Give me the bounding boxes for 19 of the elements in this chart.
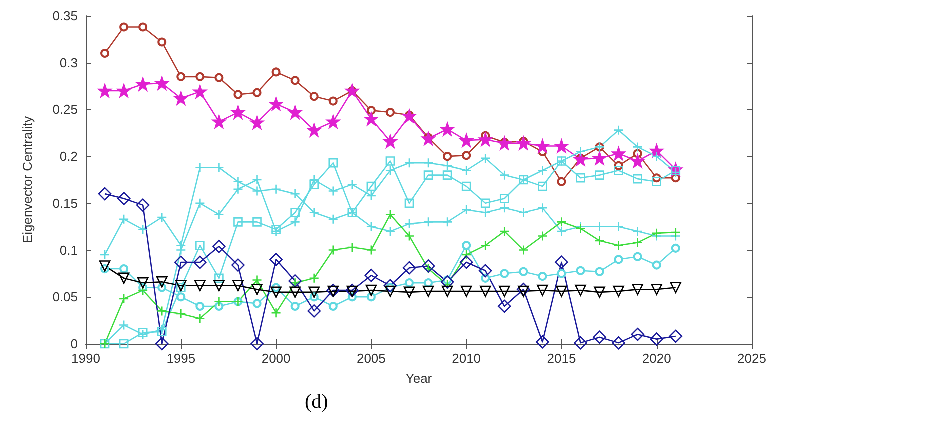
x-tick-label: 1995 — [166, 351, 196, 366]
y-tick-label: 0.2 — [60, 149, 78, 164]
y-axis-title: Eigenvector Centrality — [20, 116, 35, 244]
y-tick-label: 0.05 — [52, 290, 78, 305]
x-tick-label: 2010 — [452, 351, 482, 366]
y-tick-label: 0.35 — [52, 8, 78, 24]
y-tick-label: 0.3 — [60, 55, 78, 70]
x-tick-label: 2005 — [356, 351, 386, 366]
text: (d) — [305, 391, 328, 413]
y-tick-label: 0.15 — [52, 196, 78, 211]
x-tick-label: 2015 — [547, 351, 576, 366]
x-tick-label: 2025 — [738, 351, 766, 366]
y-tick-label: 0.1 — [60, 242, 78, 258]
y-tick-label: 0 — [70, 336, 78, 352]
y-tick-label: 0.25 — [52, 102, 78, 118]
x-tick-label: 2000 — [262, 351, 291, 366]
x-tick-label: 2020 — [642, 351, 672, 366]
x-tick-label: 1990 — [72, 351, 100, 366]
x-axis-title: Year — [406, 371, 433, 386]
